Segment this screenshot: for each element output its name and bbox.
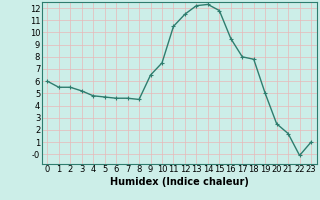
X-axis label: Humidex (Indice chaleur): Humidex (Indice chaleur): [110, 177, 249, 187]
